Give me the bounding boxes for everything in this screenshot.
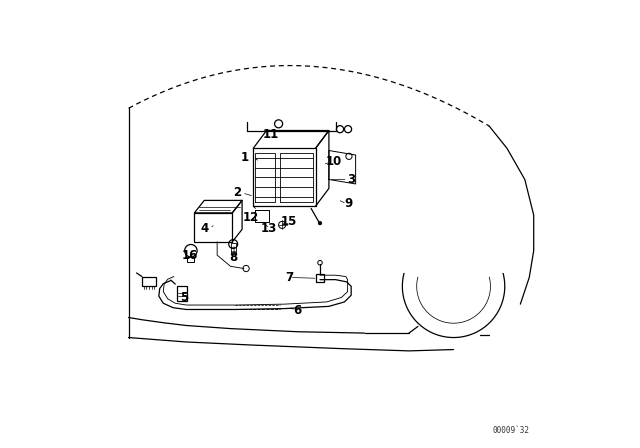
Bar (230, 243, 236, 254)
Text: 3: 3 (347, 173, 355, 186)
Text: 7: 7 (285, 271, 293, 284)
Bar (177, 286, 188, 301)
Text: 1: 1 (240, 151, 248, 164)
Text: 5: 5 (180, 291, 188, 304)
Bar (142, 276, 156, 286)
Text: 12: 12 (243, 211, 259, 224)
Text: 4: 4 (200, 222, 209, 235)
Text: 13: 13 (260, 222, 277, 235)
Text: 6: 6 (294, 304, 302, 317)
Text: 00009`32: 00009`32 (492, 426, 529, 435)
Text: 9: 9 (345, 198, 353, 211)
Text: 11: 11 (263, 129, 279, 142)
Text: 16: 16 (181, 249, 198, 262)
Circle shape (318, 221, 322, 225)
Text: 8: 8 (229, 251, 237, 264)
Bar (195, 213, 232, 242)
Text: 15: 15 (281, 215, 297, 228)
Text: 10: 10 (325, 155, 342, 168)
Bar (188, 257, 195, 262)
Bar (316, 274, 324, 282)
Text: 2: 2 (234, 186, 242, 199)
